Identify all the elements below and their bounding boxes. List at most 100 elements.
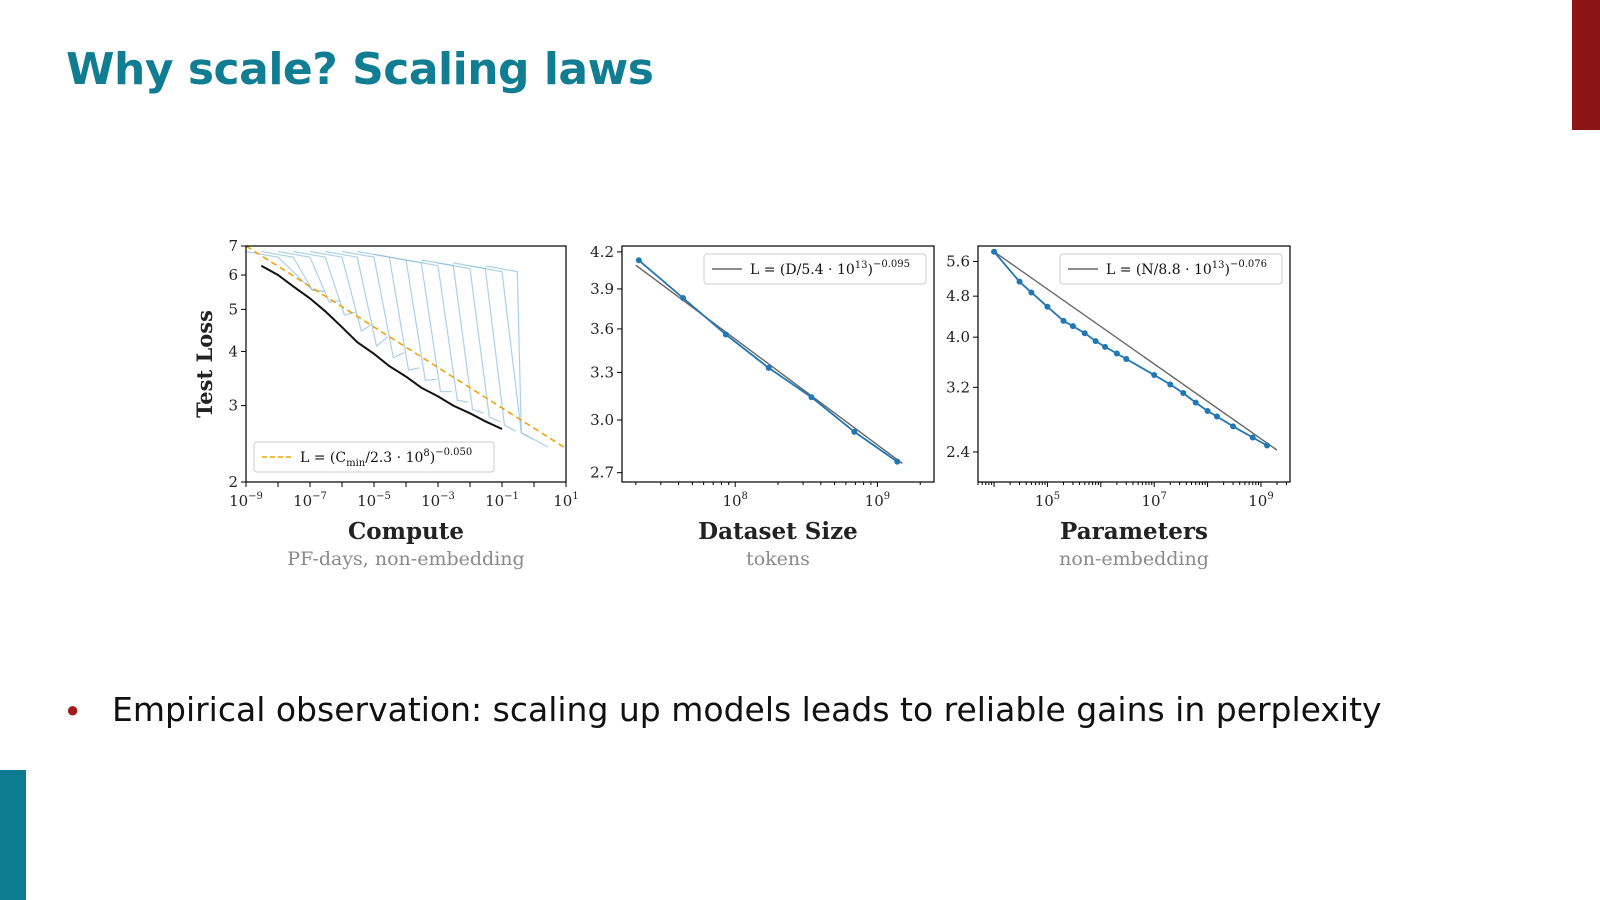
x-tick-exponent: −1 (504, 491, 519, 502)
training-curve (246, 250, 324, 292)
x-tick-label: 101 (553, 491, 578, 510)
legend-label: L = (D/5.4 · 1013)−0.095 (750, 259, 910, 278)
slide-title: Why scale? Scaling laws (66, 44, 654, 95)
x-tick-exponent: 5 (1054, 491, 1060, 502)
legend-box (703, 253, 927, 285)
x-tick-exponent: −3 (440, 491, 455, 502)
x-axis-label: Parameters (1060, 518, 1208, 545)
data-point (1044, 303, 1051, 310)
plot-area (246, 246, 566, 450)
bullet-text: Empirical observation: scaling up models… (112, 690, 1382, 729)
x-tick-base: 10 (421, 492, 440, 510)
legend-mid: /2.3 · 10 (365, 450, 423, 466)
y-tick-label: 3.3 (590, 363, 614, 381)
data-point (1264, 442, 1271, 449)
y-tick-label: 3.2 (946, 378, 970, 396)
x-tick-exponent: −5 (376, 491, 391, 502)
training-curve (485, 265, 549, 448)
x-tick-base: 10 (1248, 492, 1267, 510)
data-point (1123, 355, 1130, 362)
y-tick-label: 2.7 (590, 464, 614, 482)
x-axis-sublabel: PF-days, non-embedding (287, 548, 524, 570)
x-tick-exponent: 9 (884, 491, 890, 502)
legend-superscript: 8 (423, 448, 429, 459)
legend-base: L = (N/8.8 · 10 (1106, 262, 1212, 278)
y-tick-label: 4 (228, 342, 238, 360)
x-tick-exponent: 8 (742, 491, 748, 502)
x-tick-label: 108 (722, 491, 747, 510)
x-tick-exponent: −9 (248, 491, 263, 502)
bullet-dot-icon: ● (66, 696, 80, 722)
data-point (722, 331, 729, 338)
plot-frame (621, 245, 935, 483)
data-point (1060, 317, 1067, 324)
x-tick-exponent: 1 (572, 491, 578, 502)
training-curve (437, 262, 501, 423)
y-axis-label: Test Loss (192, 310, 217, 418)
data-point (1230, 423, 1237, 430)
data-point (1081, 330, 1088, 337)
x-tick-base: 10 (553, 492, 572, 510)
x-axis-label: Dataset Size (698, 518, 858, 545)
data-point (851, 428, 858, 435)
data-point (1151, 372, 1158, 379)
legend-close: ) (868, 262, 873, 278)
legend-box (253, 441, 495, 473)
training-curve (453, 262, 517, 432)
data-point (765, 364, 772, 371)
data-point (635, 257, 642, 264)
fit-line (635, 264, 903, 465)
data-point (1069, 323, 1076, 330)
training-curve (389, 256, 452, 393)
fit-line (246, 246, 566, 450)
y-tick-label: 5.6 (946, 253, 970, 271)
training-curve (357, 250, 420, 371)
fit-line (993, 251, 1278, 451)
training-curve (341, 250, 405, 359)
plot-area (991, 248, 1278, 451)
legend-subscript: min (346, 458, 366, 469)
y-tick-label: 4.8 (946, 287, 970, 305)
data-point (1092, 338, 1099, 345)
y-tick-label: 3.6 (590, 320, 614, 338)
x-tick-label: 109 (865, 491, 890, 510)
data-point (1213, 413, 1220, 420)
y-tick-label: 6 (228, 266, 238, 284)
plot-frame (977, 245, 1291, 483)
x-tick-label: 10−9 (229, 491, 263, 510)
y-tick-label: 2 (228, 473, 238, 491)
y-tick-label: 4.2 (590, 243, 614, 261)
data-point (894, 458, 901, 465)
x-tick-exponent: 9 (1267, 491, 1273, 502)
x-tick-base: 10 (1141, 492, 1160, 510)
training-curve (469, 265, 533, 440)
accent-bar-bottom (0, 770, 26, 900)
data-point (1192, 399, 1199, 406)
legend-label: L = (N/8.8 · 1013)−0.076 (1106, 259, 1267, 278)
plot-frame (245, 245, 567, 483)
data-point (1028, 289, 1035, 296)
legend-label: L = (Cmin/2.3 · 108)−0.050 (300, 447, 472, 469)
accent-bar-top (1572, 0, 1600, 130)
x-tick-exponent: −7 (312, 491, 327, 502)
x-axis-sublabel: tokens (746, 548, 810, 570)
y-tick-label: 3.0 (590, 411, 614, 429)
bullet-item: ● Empirical observation: scaling up mode… (66, 690, 1382, 729)
legend-base: L = (C (300, 450, 346, 466)
training-curve (309, 250, 373, 332)
y-tick-label: 3.9 (590, 280, 614, 298)
data-point (1167, 381, 1174, 388)
x-axis-sublabel: non-embedding (1059, 548, 1209, 570)
training-curve (405, 259, 469, 403)
legend-superscript: 13 (1212, 260, 1225, 271)
data-point (1180, 390, 1187, 397)
x-tick-base: 10 (722, 492, 741, 510)
plot-area (635, 257, 903, 465)
data-point (1249, 434, 1256, 441)
training-curve (293, 250, 356, 316)
data-point (808, 394, 815, 401)
frontier-line (260, 264, 503, 430)
